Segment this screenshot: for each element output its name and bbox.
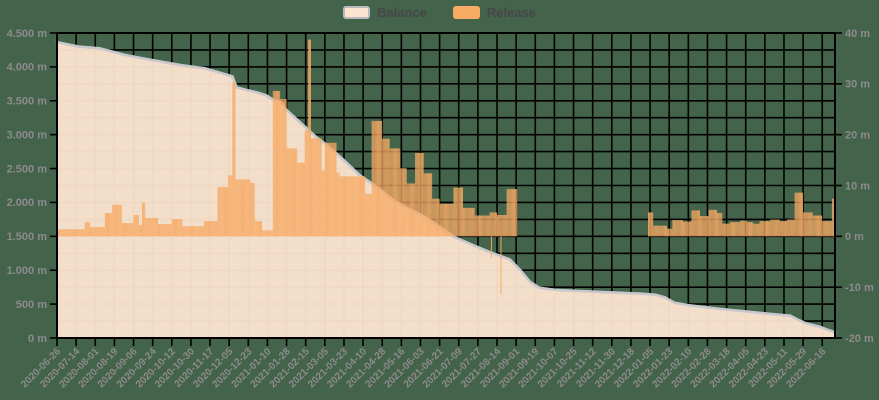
y-axis-left-tick-label: 500 m — [16, 299, 47, 311]
y-axis-right-tick-label: -20 m — [845, 333, 874, 345]
chart-legend: Balance Release — [0, 5, 879, 20]
y-axis-right-tick-label: 20 m — [845, 129, 870, 141]
y-axis-right-tick-label: 40 m — [845, 28, 870, 40]
y-axis-left-tick-label: 4.000 m — [7, 62, 48, 74]
x-axis: 2020-06-262020-07-142020-08-012020-08-19… — [19, 338, 829, 390]
legend-label-balance: Balance — [376, 5, 427, 20]
y-axis-left: 0 m 500 m 1.000 m 1.500 m 2.000 m 2.500 m 3.00… — [7, 28, 57, 345]
release-negative-bar — [490, 236, 492, 258]
y-axis-left-tick-label: 1.000 m — [7, 265, 48, 277]
release-swatch-icon — [452, 6, 480, 19]
y-axis-left-tick-label: 2.000 m — [7, 197, 48, 209]
balance-line — [55, 40, 837, 334]
y-axis-left-tick-label: 3.500 m — [7, 96, 48, 108]
legend-item-release[interactable]: Release — [452, 5, 537, 20]
balance-swatch-icon — [342, 6, 370, 19]
y-axis-left-tick-label: 2.500 m — [7, 163, 48, 175]
legend-item-balance[interactable]: Balance — [342, 5, 427, 20]
y-axis-right-tick-label: 30 m — [845, 79, 870, 91]
legend-label-release: Release — [486, 5, 537, 20]
release-negative-bar — [500, 236, 502, 295]
y-axis-left-tick-label: 4.500 m — [7, 28, 48, 40]
y-axis-right-tick-label: 0 m — [845, 231, 864, 243]
balance-area — [57, 42, 835, 339]
release-bars — [57, 39, 835, 295]
y-axis-right-tick-label: -10 m — [845, 282, 874, 294]
y-axis-right-tick-label: 10 m — [845, 180, 870, 192]
y-axis-left-tick-label: 3.000 m — [7, 129, 48, 141]
y-axis-right: -20 m -10 m 0 m 10 m 20 m 30 m 40 m — [835, 28, 874, 345]
y-axis-left-tick-label: 1.500 m — [7, 231, 48, 243]
y-axis-left-tick-label: 0 m — [28, 333, 47, 345]
